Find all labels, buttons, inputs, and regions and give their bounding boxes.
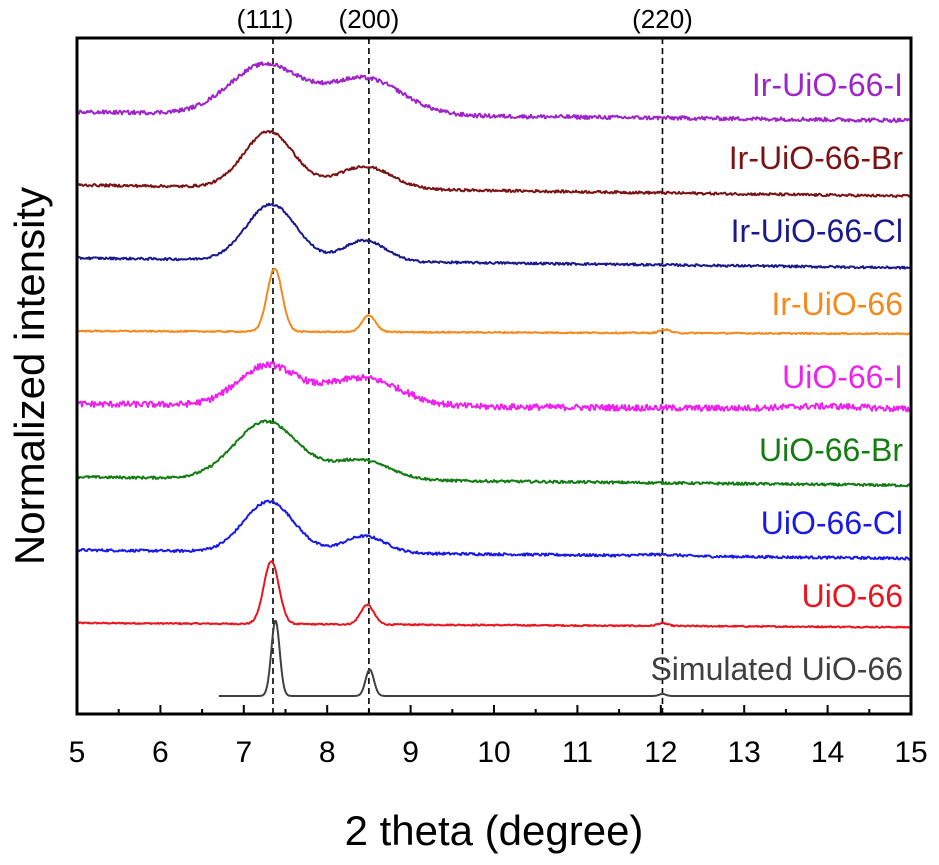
x-tick-label: 6 (152, 736, 169, 769)
reference-label: (111) (237, 4, 294, 34)
series-label: Ir-UiO-66 (771, 286, 903, 322)
series-line (76, 267, 912, 336)
x-tick-label: 10 (477, 736, 510, 769)
plot-frame (75, 36, 913, 716)
reference-lines (272, 38, 664, 714)
x-tick-label: 5 (69, 736, 86, 769)
x-tick-label: 8 (319, 736, 336, 769)
x-tick-label: 13 (728, 736, 761, 769)
series-line (218, 619, 911, 697)
x-tick-label: 7 (235, 736, 252, 769)
x-axis-label: 2 theta (degree) (345, 807, 644, 854)
series-line (76, 560, 912, 629)
series-line (76, 361, 912, 413)
series-labels: Simulated UiO-66 UiO-66 UiO-66-Cl UiO-66-Br… (650, 67, 903, 687)
x-axis-ticks: 5 6 7 8 9 10 11 12 13 14 15 (69, 705, 928, 769)
series-label: UiO-66-Cl (761, 505, 903, 541)
series-line (76, 499, 912, 561)
x-tick-label: 9 (402, 736, 419, 769)
series-label: Simulated UiO-66 (650, 651, 903, 687)
series-line (76, 130, 912, 199)
series-label: Ir-UiO-66-Br (729, 140, 904, 176)
series-label: Ir-UiO-66-I (752, 67, 903, 103)
y-axis-label: Normalized intensity (6, 187, 53, 565)
x-tick-label: 12 (644, 736, 677, 769)
series-line (76, 419, 912, 488)
reference-label: (220) (632, 4, 693, 34)
series-label: UiO-66-I (782, 359, 903, 395)
series-line (76, 61, 912, 124)
series-traces (76, 61, 912, 697)
x-tick-label: 14 (811, 736, 844, 769)
x-tick-label: 15 (894, 736, 927, 769)
x-tick-label: 11 (562, 736, 593, 769)
series-label: UiO-66 (802, 578, 903, 614)
series-label: UiO-66-Br (759, 432, 903, 468)
series-label: Ir-UiO-66-Cl (731, 213, 903, 249)
reference-label: (200) (339, 4, 400, 34)
reference-labels: (111) (200) (220) (237, 4, 693, 34)
series-line (76, 202, 912, 270)
